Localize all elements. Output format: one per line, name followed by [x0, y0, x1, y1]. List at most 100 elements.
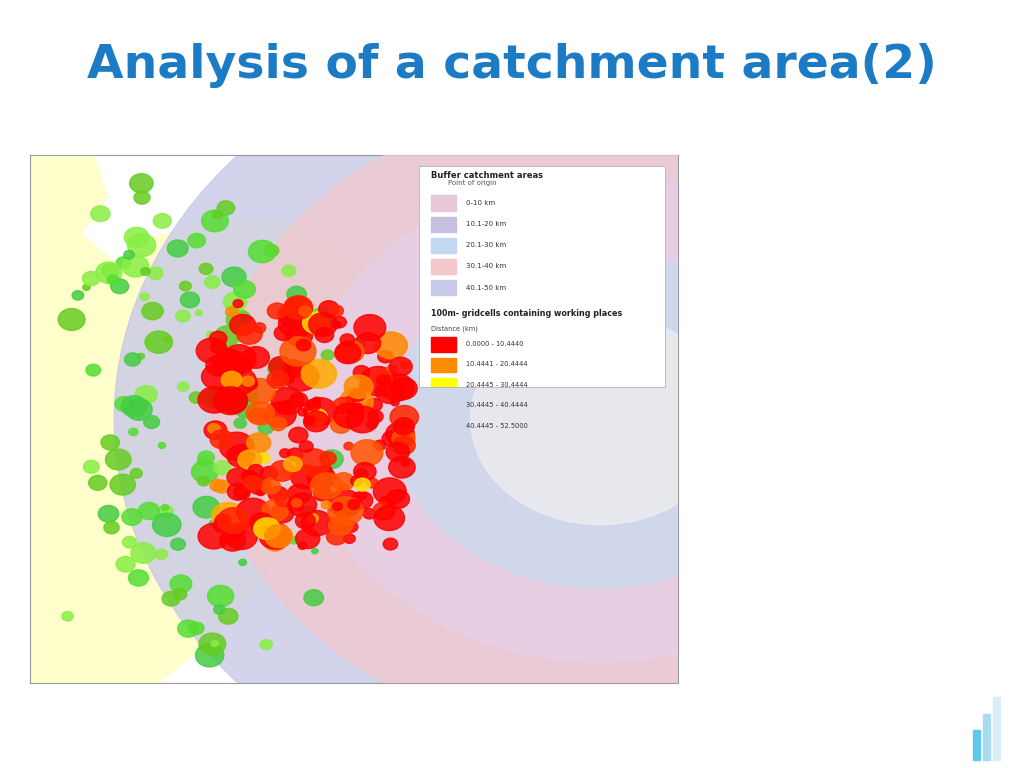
Circle shape — [140, 293, 150, 300]
Bar — [983, 714, 990, 760]
Circle shape — [83, 271, 99, 286]
Circle shape — [58, 309, 85, 330]
Circle shape — [301, 511, 333, 536]
Circle shape — [298, 409, 307, 416]
Circle shape — [319, 452, 336, 465]
Circle shape — [164, 336, 171, 342]
Circle shape — [268, 357, 291, 376]
Bar — [431, 217, 456, 232]
Circle shape — [124, 250, 134, 259]
Circle shape — [368, 410, 383, 422]
Circle shape — [98, 505, 119, 522]
Circle shape — [301, 359, 337, 388]
Circle shape — [215, 514, 230, 527]
Circle shape — [219, 608, 238, 624]
Circle shape — [267, 303, 287, 319]
Circle shape — [332, 321, 341, 329]
Circle shape — [336, 340, 365, 363]
Circle shape — [340, 484, 349, 491]
Circle shape — [298, 542, 307, 549]
Circle shape — [282, 401, 292, 409]
Circle shape — [328, 497, 364, 525]
Circle shape — [246, 402, 274, 425]
Circle shape — [121, 396, 146, 417]
Circle shape — [367, 420, 377, 429]
Bar — [431, 237, 456, 253]
Circle shape — [305, 416, 315, 425]
Text: 30.4445 - 40.4444: 30.4445 - 40.4444 — [466, 402, 527, 409]
Circle shape — [227, 483, 249, 500]
Circle shape — [291, 465, 319, 488]
Circle shape — [347, 499, 359, 509]
Circle shape — [302, 312, 329, 333]
Circle shape — [216, 333, 222, 339]
Circle shape — [180, 292, 200, 308]
Circle shape — [189, 392, 204, 403]
Circle shape — [288, 484, 311, 503]
Circle shape — [237, 323, 262, 344]
Circle shape — [208, 585, 233, 607]
Circle shape — [188, 622, 204, 634]
Circle shape — [389, 357, 413, 376]
Circle shape — [360, 366, 396, 396]
Text: 10.1-20 km: 10.1-20 km — [466, 221, 506, 227]
Circle shape — [124, 227, 148, 247]
Circle shape — [271, 388, 304, 414]
Circle shape — [198, 457, 208, 466]
Circle shape — [237, 357, 251, 369]
Circle shape — [312, 397, 321, 403]
Circle shape — [244, 475, 262, 491]
Circle shape — [179, 281, 191, 291]
Circle shape — [220, 349, 237, 362]
Circle shape — [221, 372, 242, 388]
Circle shape — [61, 611, 74, 621]
Circle shape — [352, 403, 364, 412]
Circle shape — [270, 504, 294, 523]
Circle shape — [162, 591, 180, 606]
Circle shape — [310, 473, 343, 499]
Circle shape — [72, 290, 84, 300]
Circle shape — [122, 256, 148, 277]
Circle shape — [134, 191, 150, 204]
Circle shape — [222, 345, 256, 372]
Circle shape — [233, 486, 250, 499]
Circle shape — [178, 620, 199, 637]
Circle shape — [154, 214, 171, 228]
Circle shape — [138, 502, 160, 520]
Circle shape — [242, 376, 254, 386]
Circle shape — [287, 325, 312, 346]
Circle shape — [198, 524, 229, 549]
Circle shape — [101, 264, 119, 278]
Circle shape — [159, 505, 173, 518]
Bar — [993, 697, 1000, 760]
Circle shape — [256, 488, 265, 495]
Circle shape — [229, 314, 256, 336]
Circle shape — [215, 326, 240, 346]
Circle shape — [131, 543, 156, 563]
Text: •: • — [701, 412, 718, 439]
Circle shape — [393, 386, 404, 396]
Circle shape — [290, 392, 307, 407]
Circle shape — [331, 416, 351, 433]
Circle shape — [269, 356, 293, 376]
Circle shape — [306, 399, 321, 411]
Circle shape — [137, 353, 144, 359]
Circle shape — [89, 475, 106, 490]
Circle shape — [211, 641, 218, 647]
Circle shape — [241, 386, 258, 399]
Circle shape — [193, 496, 219, 518]
Circle shape — [381, 374, 415, 401]
Circle shape — [389, 456, 415, 478]
Circle shape — [333, 316, 346, 328]
Circle shape — [262, 499, 289, 521]
Circle shape — [374, 440, 386, 450]
Circle shape — [344, 534, 355, 543]
Circle shape — [234, 418, 247, 429]
Circle shape — [199, 633, 225, 655]
Circle shape — [108, 275, 119, 285]
Circle shape — [302, 176, 898, 662]
Circle shape — [233, 300, 243, 308]
Circle shape — [386, 366, 396, 373]
Circle shape — [210, 331, 227, 346]
Text: 10.4441 - 20.4444: 10.4441 - 20.4444 — [466, 362, 527, 367]
